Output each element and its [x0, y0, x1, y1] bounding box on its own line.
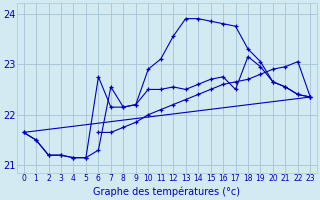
X-axis label: Graphe des températures (°c): Graphe des températures (°c) [93, 186, 240, 197]
